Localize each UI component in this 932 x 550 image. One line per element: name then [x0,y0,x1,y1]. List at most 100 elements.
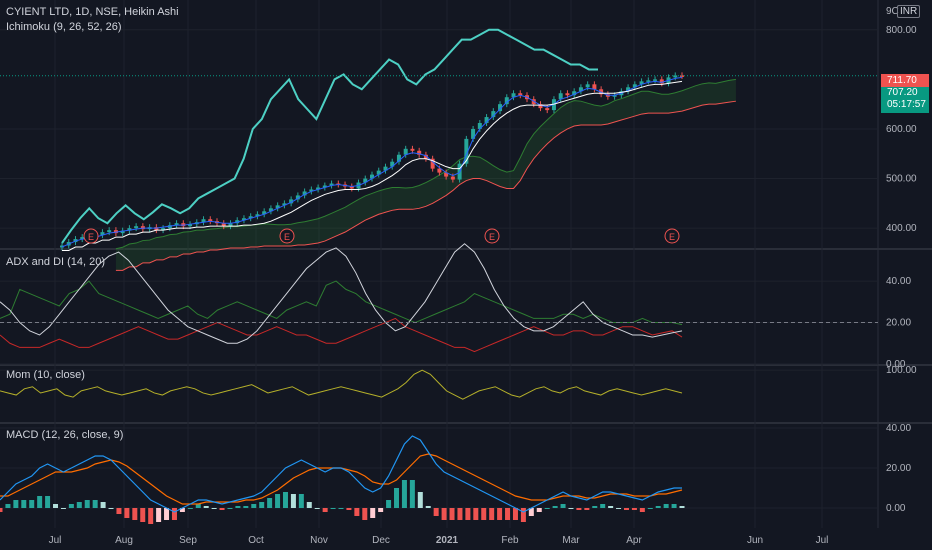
price-tick-label: 600.00 [886,124,917,135]
macd-histogram-bar [679,506,685,508]
macd-histogram-bar [267,498,273,508]
macd-histogram-bar [600,504,606,508]
macd-histogram-bar [290,494,296,508]
earnings-marker[interactable]: E [484,228,500,244]
candle-body [444,172,449,177]
high-price-label: 711.70 [881,74,929,87]
macd-pane[interactable] [0,435,685,524]
mom-legend[interactable]: Mom (10, close) [6,369,85,381]
macd-histogram-bar [275,494,281,508]
macd-histogram-bar [663,504,669,508]
macd-histogram-bar [259,502,265,508]
macd-histogram-bar [449,508,455,520]
macd-histogram-bar [623,508,629,510]
earnings-marker[interactable]: E [279,228,295,244]
chikou-span [61,28,598,244]
currency-badge[interactable]: INR [897,5,921,18]
macd-histogram-bar [282,492,288,508]
adx-legend[interactable]: ADX and DI (14, 20) [6,256,106,268]
macd-histogram-bar [592,506,598,508]
price-tick-label: 800.00 [886,25,917,36]
macd-histogram-bar [92,500,98,508]
price-axis[interactable]: 400.00 500.00 600.00 800.00 0.00 20.00 40.00 10… [886,25,917,514]
last-price-label: 707.20 05:17:57 [881,87,929,113]
candle-body [673,75,678,78]
macd-histogram-bar [37,496,43,508]
macd-histogram-bar [140,508,146,522]
macd-histogram-bar [631,508,637,510]
macd-histogram-bar [13,500,19,508]
macd-histogram-bar [156,508,162,522]
time-tick-label: Jul [816,535,829,546]
macd-legend[interactable]: MACD (12, 26, close, 9) [6,429,124,441]
macd-histogram-bar [481,508,487,520]
time-tick-label: Feb [501,535,519,546]
candle-body [120,230,125,234]
macd-histogram-bar [465,508,471,520]
macd-histogram-bar [505,508,511,520]
candle-body [289,199,294,204]
macd-histogram-bar [441,508,447,520]
macd-histogram-bar [528,508,534,516]
earnings-marker-label: E [284,232,290,242]
macd-histogram-bar [108,508,114,509]
earnings-marker-circle [279,228,295,244]
macd-histogram-bar [473,508,479,520]
earnings-marker-circle [664,228,680,244]
macd-histogram-bar [354,508,360,516]
candle-body [572,91,577,96]
macd-histogram-bar [211,508,217,509]
candle-body [228,223,233,227]
price-tick-label: 400.00 [886,223,917,234]
mom-pane[interactable] [0,369,683,400]
macd-histogram-bar [219,508,225,510]
macd-histogram-bar [409,480,415,508]
macd-histogram-bar [53,504,59,508]
time-tick-label: Dec [372,535,390,546]
candle-body [316,187,321,190]
macd-histogram-bar [235,506,241,508]
indicator-tick-label: 20.00 [886,463,911,474]
time-axis[interactable]: Jul Aug Sep Oct Nov Dec 2021 Feb Mar Apr Jun Jul [49,535,829,546]
candle-body [498,104,503,112]
macd-histogram-bar [76,502,82,508]
ichimoku-cloud [115,79,736,271]
indicator-tick-label: 0.00 [886,359,906,370]
candle-body [578,87,583,92]
grid [0,0,932,528]
ichimoku-legend[interactable]: Ichimoku (9, 26, 52, 26) [6,21,122,33]
macd-histogram-bar [330,508,336,509]
candle-body [639,81,644,85]
macd-histogram-bar [100,502,106,508]
candle-body [565,93,570,96]
candle-body [255,214,260,217]
candle-body [646,80,651,82]
earnings-marker[interactable]: E [83,228,99,244]
candle-body [450,176,455,180]
candle-body [201,219,206,223]
macd-histogram-bar [251,504,257,508]
candle-body [653,79,658,81]
macd-histogram-bar [346,508,352,510]
time-tick-label: Aug [115,535,133,546]
time-tick-label: 2021 [436,535,459,546]
macd-histogram-bar [338,508,344,509]
adx-pane[interactable] [0,243,878,353]
indicator-tick-label: 20.00 [886,318,911,329]
macd-histogram-bar [655,506,661,508]
candle-body [241,218,246,221]
symbol-title[interactable]: CYIENT LTD, 1D, NSE, Heikin Ashi [6,6,179,18]
macd-histogram-bar [306,502,312,508]
candle-body [632,84,637,88]
earnings-marker[interactable]: E [664,228,680,244]
macd-histogram-bar [243,506,249,508]
candle-body [471,128,476,139]
candle-body [174,223,179,226]
time-tick-label: Jun [747,535,763,546]
candle-body [417,150,422,155]
tenkan-sen [61,76,683,248]
candle-body [464,138,469,164]
price-tick-label: 500.00 [886,174,917,185]
